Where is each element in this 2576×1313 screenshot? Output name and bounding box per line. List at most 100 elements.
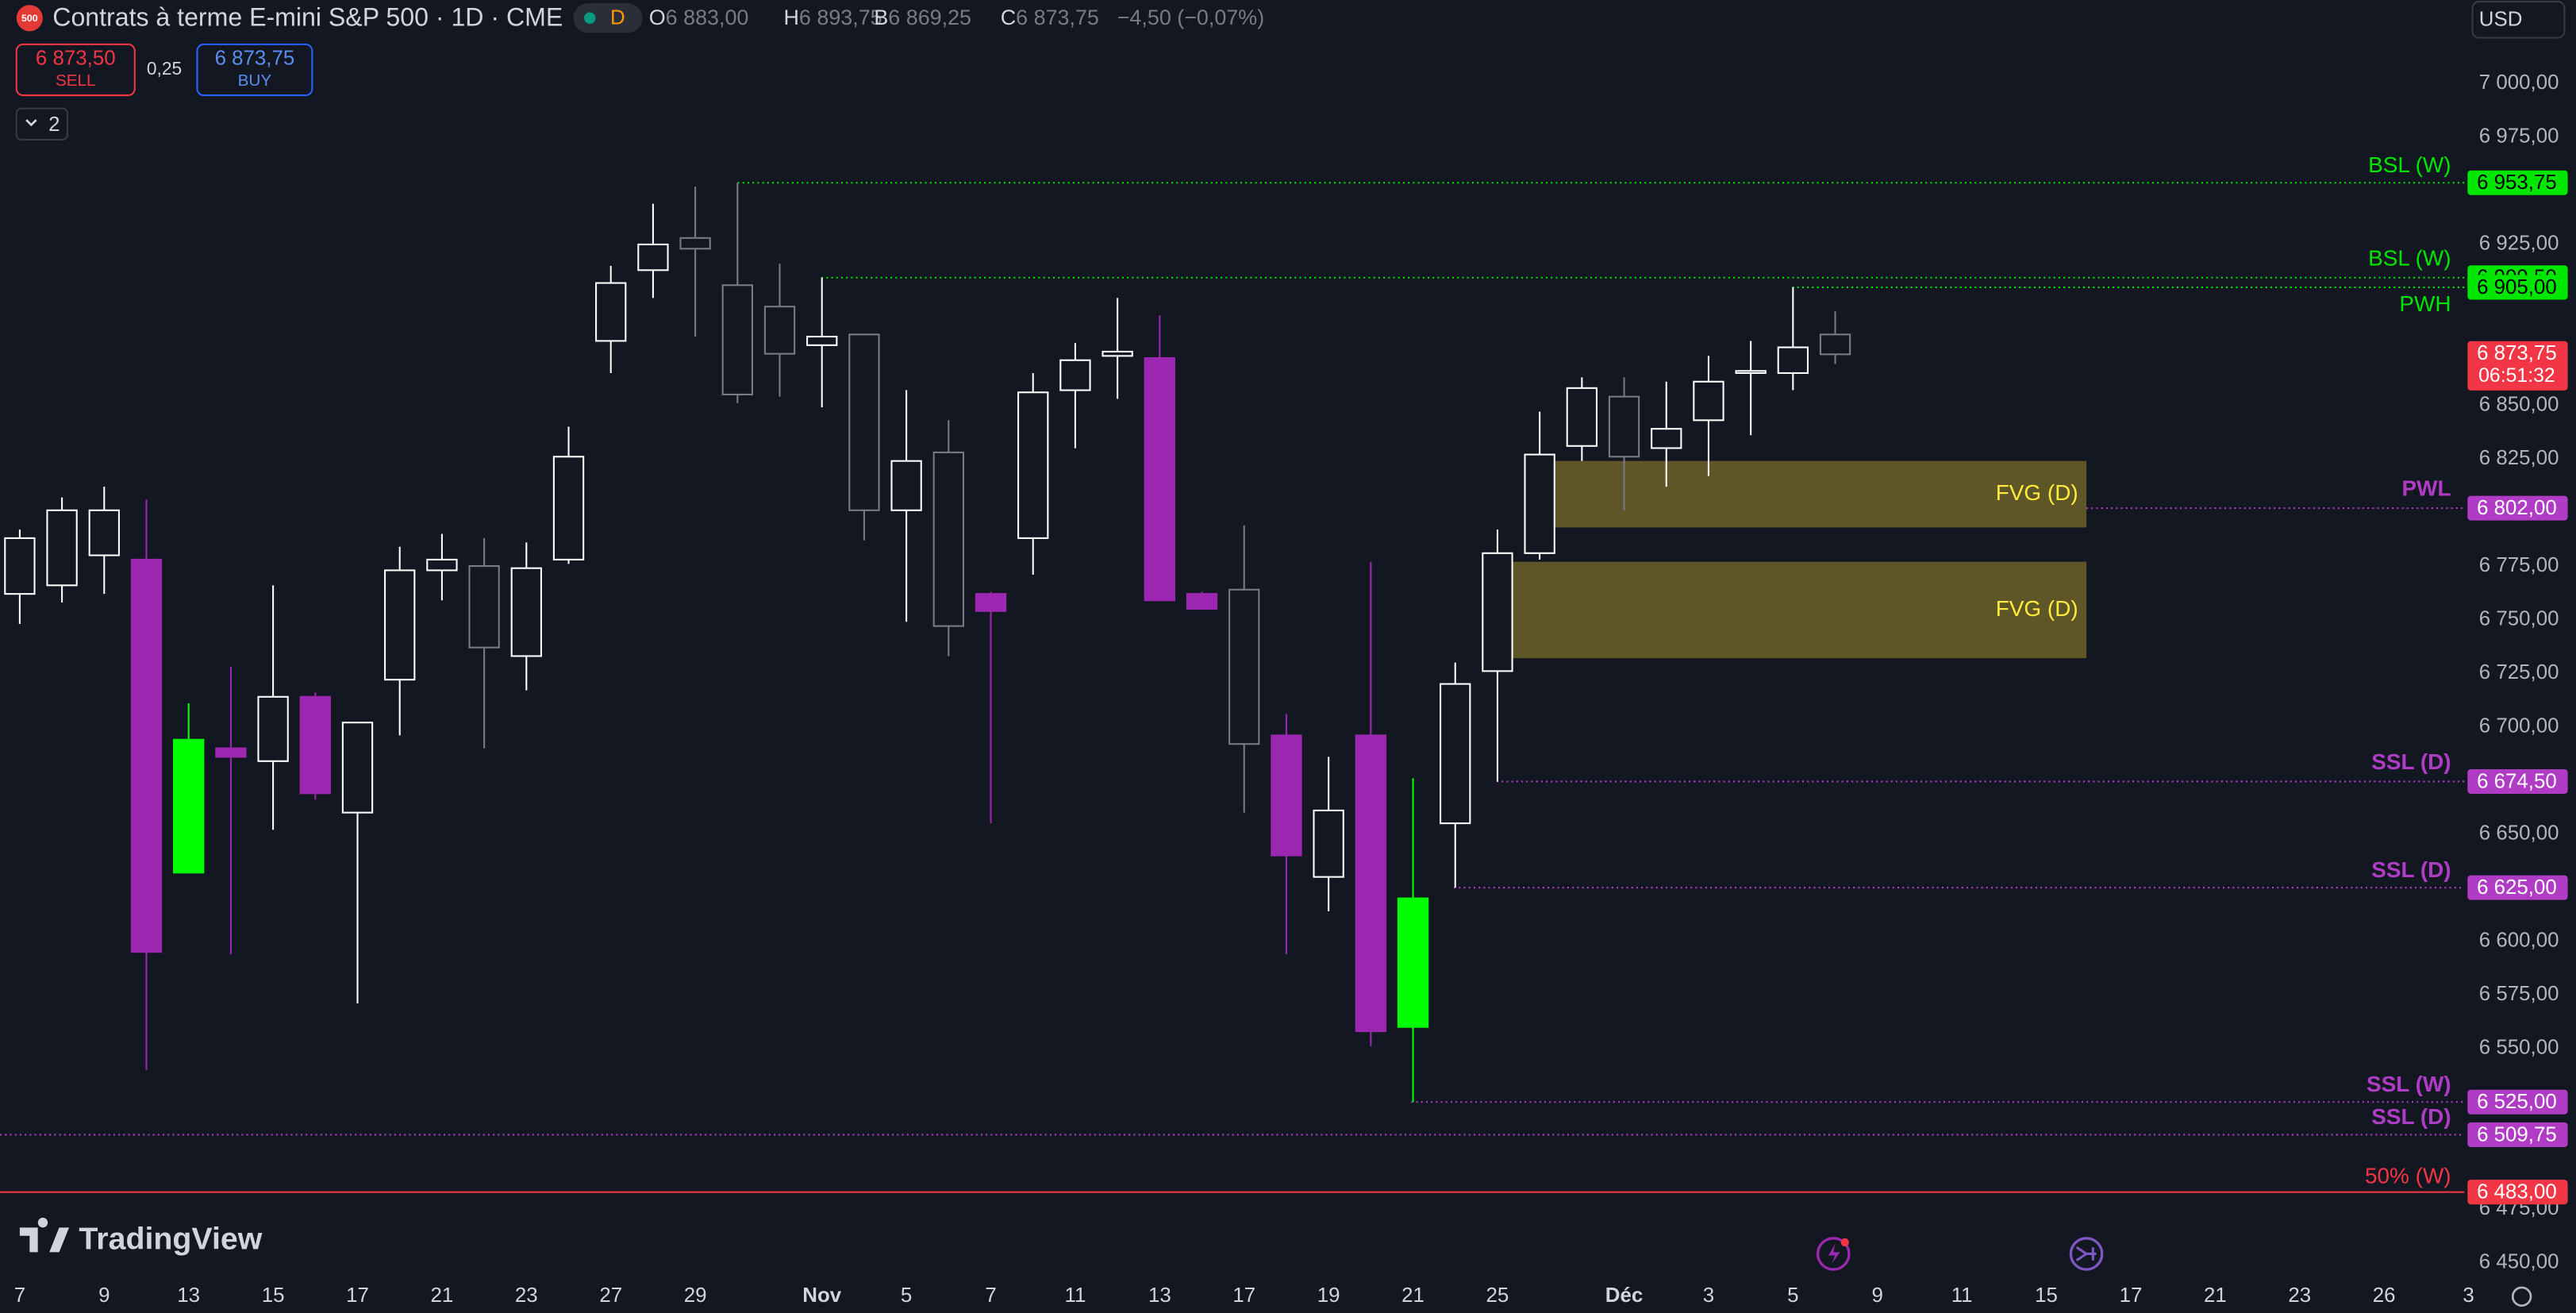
currency-label: USD <box>2479 9 2523 31</box>
candle-body <box>4 537 36 595</box>
x-tick-label: 25 <box>1486 1284 1509 1307</box>
candle-body <box>88 509 120 556</box>
ohlc-value: 6 869,25 <box>888 6 971 29</box>
candle-body <box>1693 380 1724 422</box>
candle-body <box>46 509 78 587</box>
level-name: SSL (D) <box>2371 857 2451 882</box>
price-tag <box>2467 1180 2568 1205</box>
x-tick-label: 11 <box>1065 1284 1086 1307</box>
price-tag <box>2467 875 2568 900</box>
candle-body <box>1397 897 1429 1028</box>
buy-price: 6 873,75 <box>215 47 295 69</box>
x-tick-label: 21 <box>1401 1284 1424 1307</box>
candle-body <box>721 284 753 395</box>
y-tick-label: 6 700,00 <box>2479 714 2559 737</box>
indicators-toggle[interactable] <box>15 107 68 141</box>
price-tag <box>2467 1122 2568 1147</box>
price-tag-label: 6 483,00 <box>2477 1181 2557 1203</box>
candle-body <box>1735 370 1767 374</box>
price-change: −4,50 (−0,07%) <box>1117 6 1264 29</box>
brand-name: TradingView <box>79 1221 262 1256</box>
ohlc-key: C <box>1001 6 1016 29</box>
ohlc-key: H <box>783 6 798 29</box>
ohlc-key: B <box>874 6 888 29</box>
candle-body <box>257 695 289 762</box>
price-tag-label: 6 625,00 <box>2477 876 2557 899</box>
x-tick-label: 5 <box>1787 1284 1798 1307</box>
candle-body <box>806 336 838 346</box>
candle-body <box>1017 391 1049 539</box>
replay-icon[interactable] <box>2069 1237 2104 1271</box>
ohlc-value: 6 873,75 <box>1016 6 1099 29</box>
x-tick-label: 7 <box>14 1284 25 1307</box>
level-name: BSL (W) <box>2368 245 2451 270</box>
candle-body <box>975 593 1007 612</box>
x-tick-label: 17 <box>346 1284 369 1307</box>
level-name: SSL (D) <box>2371 749 2451 774</box>
ohlc-item: C6 873,75 <box>1001 6 1099 29</box>
sell-button[interactable] <box>15 43 136 97</box>
buy-button[interactable] <box>196 43 313 97</box>
x-tick-label: 15 <box>262 1284 285 1307</box>
market-badge <box>573 3 643 33</box>
candle-body <box>1524 453 1555 554</box>
sell-label: SELL <box>56 71 96 90</box>
y-tick-label: 7 000,00 <box>2479 71 2559 94</box>
y-tick-label: 6 550,00 <box>2479 1037 2559 1059</box>
countdown: 06:51:32 <box>2478 365 2555 387</box>
alert-icon[interactable] <box>1816 1237 1851 1271</box>
candle-body <box>426 558 458 572</box>
ohlc-item: O6 883,00 <box>649 6 749 29</box>
x-tick-label: 9 <box>1872 1284 1883 1307</box>
x-tick-label: 29 <box>684 1284 707 1307</box>
symbol-logo-text: 500 <box>21 13 38 24</box>
level-name: PWH <box>2399 291 2451 316</box>
candle-body <box>637 243 669 271</box>
x-tick-label: 17 <box>1232 1284 1255 1307</box>
x-tick-label: 3 <box>1703 1284 1714 1307</box>
brand-logo <box>19 1217 69 1253</box>
ohlc-item: H6 893,75 <box>783 6 882 29</box>
candle-body <box>595 282 627 342</box>
price-tag-label: 6 953,75 <box>2477 171 2557 194</box>
y-tick-label: 6 975,00 <box>2479 125 2559 148</box>
candle-body <box>1482 552 1513 672</box>
x-tick-label: 15 <box>2035 1284 2058 1307</box>
candle-body <box>848 333 880 511</box>
level-name: BSL (W) <box>2368 152 2451 177</box>
y-tick-label: 6 825,00 <box>2479 447 2559 469</box>
fvg-label: FVG (D) <box>1996 596 2078 621</box>
candle-body <box>1608 395 1640 458</box>
candle-body <box>1144 357 1175 602</box>
x-tick-label: 19 <box>1317 1284 1340 1307</box>
spread: 0,25 <box>147 58 182 79</box>
x-tick-label: 3 <box>2463 1284 2474 1307</box>
candle-body <box>1059 359 1091 391</box>
candle-body <box>1566 387 1598 447</box>
settings-icon[interactable] <box>2511 1286 2532 1307</box>
x-tick-label: 21 <box>431 1284 454 1307</box>
x-tick-label: 23 <box>515 1284 538 1307</box>
y-tick-label: 6 750,00 <box>2479 607 2559 630</box>
candle-body <box>1102 350 1133 357</box>
y-tick-label: 6 850,00 <box>2479 393 2559 415</box>
market-badge-text: D <box>610 7 625 29</box>
x-tick-label: 13 <box>177 1284 200 1307</box>
symbol-title[interactable]: Contrats à terme E-mini S&P 500 · 1D · C… <box>52 2 563 31</box>
y-tick-label: 6 450,00 <box>2479 1251 2559 1273</box>
price-tag <box>2467 495 2568 521</box>
alert-dot <box>1840 1238 1849 1247</box>
fvg-zone <box>1496 561 2087 659</box>
level-name: 50% (W) <box>2365 1163 2451 1188</box>
candle-body <box>215 747 247 758</box>
price-tag <box>2467 275 2568 300</box>
candle-body <box>1440 683 1471 825</box>
y-tick-label: 6 725,00 <box>2479 661 2559 683</box>
x-tick-label: Nov <box>802 1284 841 1307</box>
currency-button[interactable] <box>2471 1 2566 39</box>
candle-body <box>932 451 964 627</box>
price-tag-label: 6 525,00 <box>2477 1091 2557 1113</box>
candle-body <box>552 456 585 560</box>
